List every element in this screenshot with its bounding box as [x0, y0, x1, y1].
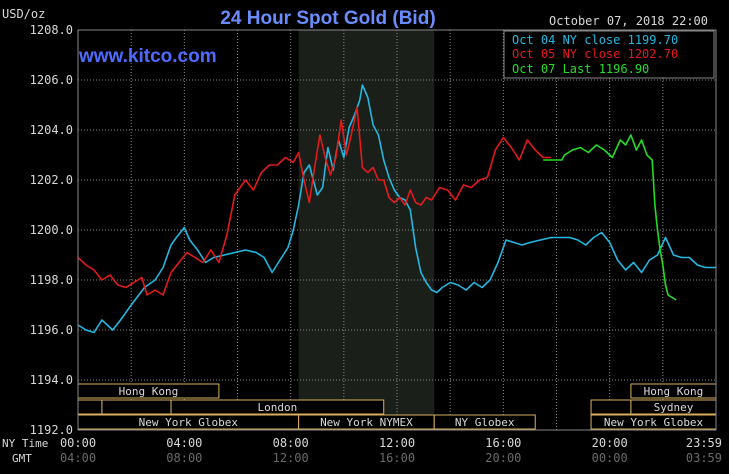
trading-sessions: Hong Kong London New York Globex New York N…	[77, 383, 717, 430]
session-label: Sydney	[654, 401, 694, 414]
session-label: Hong Kong	[119, 385, 179, 398]
session-bar	[101, 399, 172, 415]
legend: Oct 04 NY close 1199.70 Oct 05 NY close …	[503, 30, 715, 79]
plot-frame	[77, 29, 717, 431]
series-line-3	[543, 134, 677, 301]
session-label: London	[258, 401, 298, 414]
x-tick-label-ny: 08:00	[273, 436, 309, 450]
legend-entry-2: Oct 05 NY close 1202.70	[512, 47, 678, 61]
x-tick-label-gmt: 20:00	[485, 451, 521, 465]
x-tick-label-ny: 16:00	[485, 436, 521, 450]
series-line-1	[77, 84, 716, 334]
session-label: Hong Kong	[644, 385, 704, 398]
session-label: New York Globex	[139, 416, 239, 429]
legend-entry-1: Oct 04 NY close 1199.70	[512, 33, 678, 47]
x-tick-label-gmt: 03:59	[686, 451, 722, 465]
gmt-label: GMT	[12, 452, 32, 465]
session-bar	[77, 399, 103, 415]
series-line-2	[77, 106, 552, 296]
x-tick-label-gmt: 12:00	[273, 451, 309, 465]
x-tick-label-ny: 20:00	[592, 436, 628, 450]
chart-date: October 07, 2018 22:00	[549, 14, 708, 28]
legend-box	[503, 30, 715, 79]
y-tick-label: 1192.0	[30, 423, 73, 437]
x-tick-label-gmt: 00:00	[592, 451, 628, 465]
y-axis-ticks: 1192.0 1194.0 1196.0 1198.0 1200.0 1202.0 1204…	[30, 23, 73, 437]
session-label: NY Globex	[455, 416, 515, 429]
y-tick-label: 1204.0	[30, 123, 73, 137]
chart-title: 24 Hour Spot Gold (Bid)	[220, 8, 435, 29]
x-tick-label-ny: 00:00	[60, 436, 96, 450]
x-axis-ticks: 00:00 04:00 08:00 12:00 16:00 20:00 23:5904:00…	[60, 436, 722, 465]
y-tick-label: 1200.0	[30, 223, 73, 237]
x-tick-label-gmt: 04:00	[60, 451, 96, 465]
ny-time-label: NY Time	[2, 437, 48, 450]
y-tick-label: 1196.0	[30, 323, 73, 337]
price-series	[77, 84, 716, 334]
watermark: www.kitco.com	[78, 46, 217, 67]
y-tick-label: 1198.0	[30, 273, 73, 287]
y-tick-label: 1206.0	[30, 73, 73, 87]
legend-entry-3: Oct 07 Last 1196.90	[512, 62, 649, 76]
y-tick-label: 1202.0	[30, 173, 73, 187]
session-bar	[590, 399, 632, 415]
session-label: New York Globex	[604, 416, 704, 429]
y-unit-label: USD/oz	[2, 7, 45, 21]
x-tick-label-gmt: 08:00	[166, 451, 202, 465]
x-tick-label-ny: 12:00	[379, 436, 415, 450]
session-bar	[433, 414, 536, 430]
y-tick-label: 1194.0	[30, 373, 73, 387]
session-bar	[170, 399, 385, 415]
y-tick-label: 1208.0	[30, 23, 73, 37]
x-tick-label-ny: 04:00	[166, 436, 202, 450]
session-label: New York NYMEX	[320, 416, 413, 429]
x-tick-label-gmt: 16:00	[379, 451, 415, 465]
x-tick-label-ny: 23:59	[686, 436, 722, 450]
